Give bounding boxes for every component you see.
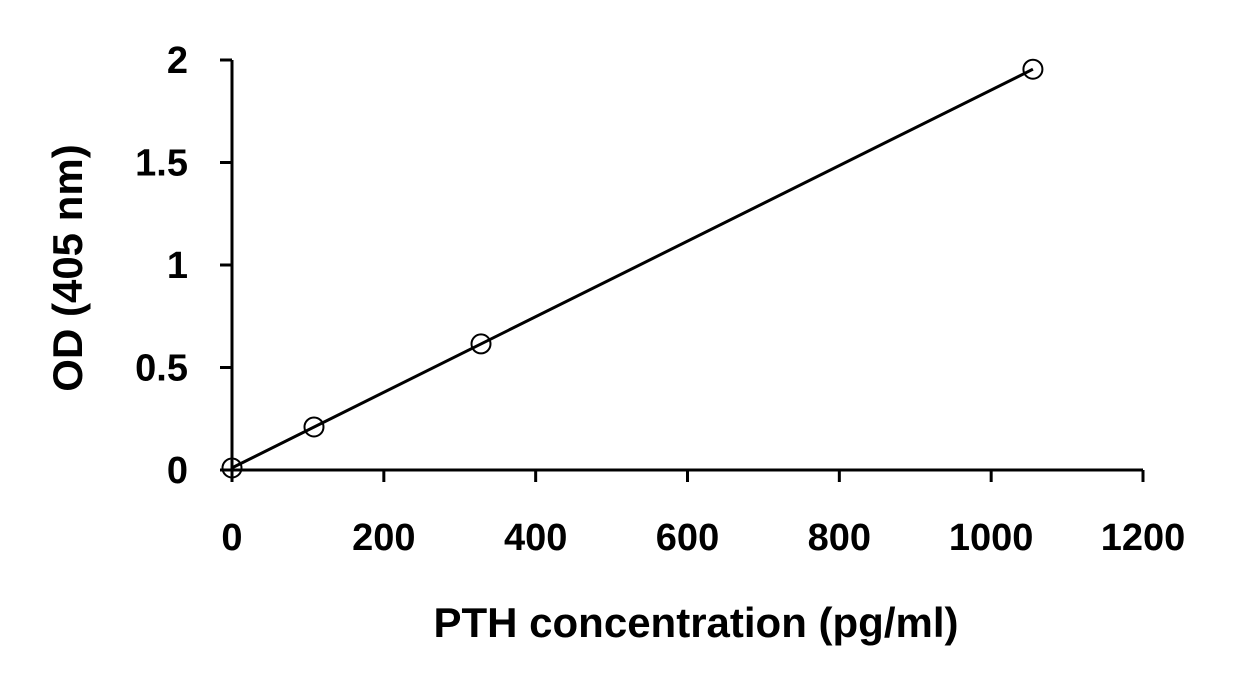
y-axis-title: OD (405 nm)	[44, 144, 91, 391]
data-point	[221, 457, 243, 479]
y-axis-ticks: 0 0.5 1 1.5 2	[135, 40, 232, 492]
y-tick-label: 1	[167, 245, 188, 287]
x-axis-title: PTH concentration (pg/ml)	[434, 599, 959, 646]
x-tick-label: 400	[504, 517, 567, 559]
x-tick-label: 800	[808, 517, 871, 559]
trendline-layer	[231, 67, 1034, 470]
x-axis-ticks: 0 200 400 600 800 1000 1200	[221, 470, 1185, 559]
x-tick-label: 0	[221, 517, 242, 559]
data-point	[303, 416, 325, 438]
y-tick-label: 2	[167, 40, 188, 82]
y-tick-label: 0.5	[135, 348, 188, 390]
data-point	[1022, 58, 1044, 80]
x-tick-label: 600	[656, 517, 719, 559]
y-tick-label: 0	[167, 450, 188, 492]
x-tick-label: 1200	[1101, 517, 1186, 559]
x-tick-label: 200	[352, 517, 415, 559]
data-points	[221, 58, 1044, 479]
trendline	[231, 67, 1034, 470]
data-point	[470, 333, 492, 355]
axes	[230, 60, 1143, 472]
x-tick-label: 1000	[949, 517, 1034, 559]
y-tick-label: 1.5	[135, 143, 188, 185]
